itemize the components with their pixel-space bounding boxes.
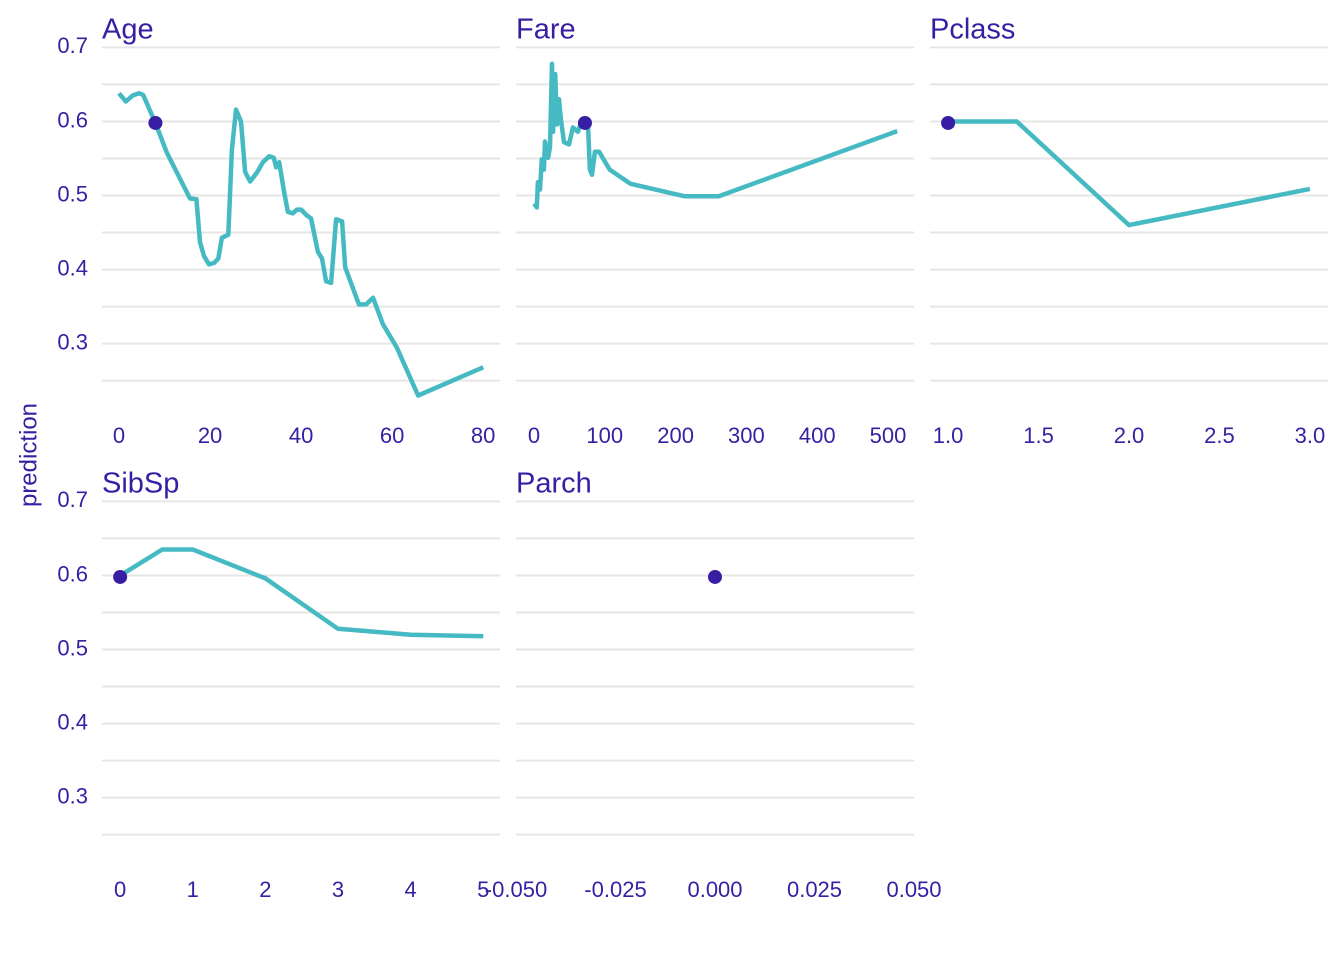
x-tick-label: -0.050 xyxy=(485,877,547,902)
x-tick-label: 20 xyxy=(198,423,222,448)
x-tick-label: 0.000 xyxy=(687,877,742,902)
x-tick-label: 300 xyxy=(728,423,765,448)
panel-title: Age xyxy=(102,14,154,46)
x-tick-label: 3.0 xyxy=(1295,423,1326,448)
x-tick-label: 40 xyxy=(289,423,313,448)
panel-title: Parch xyxy=(516,468,592,500)
y-tick-label: 0.3 xyxy=(57,329,88,354)
x-tick-label: 4 xyxy=(405,877,417,902)
line xyxy=(948,119,1311,228)
observation-point xyxy=(708,569,722,584)
x-tick-label: 0 xyxy=(114,877,126,902)
x-tick-label: 3 xyxy=(332,877,344,902)
y-tick-label: 0.5 xyxy=(57,635,88,660)
observation-point xyxy=(941,115,956,130)
panel-title: Pclass xyxy=(930,14,1015,46)
x-tick-label: 400 xyxy=(799,423,836,448)
observation-point xyxy=(113,569,128,584)
panel-title: SibSp xyxy=(102,468,179,500)
observation-point xyxy=(577,115,592,130)
line xyxy=(119,547,484,639)
x-tick-label: 1 xyxy=(187,877,199,902)
x-tick-label: 1.0 xyxy=(933,423,964,448)
y-tick-label: 0.3 xyxy=(57,783,88,808)
x-tick-label: 2.0 xyxy=(1114,423,1145,448)
x-tick-label: 2.5 xyxy=(1204,423,1235,448)
line xyxy=(532,61,898,210)
x-tick-label: 0 xyxy=(113,423,125,448)
x-tick-label: 60 xyxy=(380,423,404,448)
x-tick-label: 100 xyxy=(586,423,623,448)
line xyxy=(117,91,485,398)
x-tick-label: 200 xyxy=(657,423,694,448)
y-tick-label: 0.7 xyxy=(57,487,88,512)
y-axis-label: prediction xyxy=(15,403,42,507)
x-tick-label: 0.050 xyxy=(886,877,941,902)
x-tick-label: 1.5 xyxy=(1023,423,1054,448)
x-tick-label: 500 xyxy=(870,423,907,448)
x-tick-label: -0.025 xyxy=(584,877,646,902)
y-tick-label: 0.6 xyxy=(57,561,88,586)
y-tick-label: 0.6 xyxy=(57,107,88,132)
x-tick-label: 5 xyxy=(477,877,489,902)
observation-point xyxy=(148,115,163,130)
x-tick-label: 2 xyxy=(259,877,271,902)
y-tick-label: 0.4 xyxy=(57,709,88,734)
x-tick-label: 0.025 xyxy=(787,877,842,902)
x-tick-label: 80 xyxy=(471,423,495,448)
y-tick-label: 0.4 xyxy=(57,255,88,280)
y-tick-label: 0.5 xyxy=(57,181,88,206)
x-tick-label: 0 xyxy=(528,423,540,448)
panel-title: Fare xyxy=(516,14,576,46)
y-tick-label: 0.7 xyxy=(57,33,88,58)
